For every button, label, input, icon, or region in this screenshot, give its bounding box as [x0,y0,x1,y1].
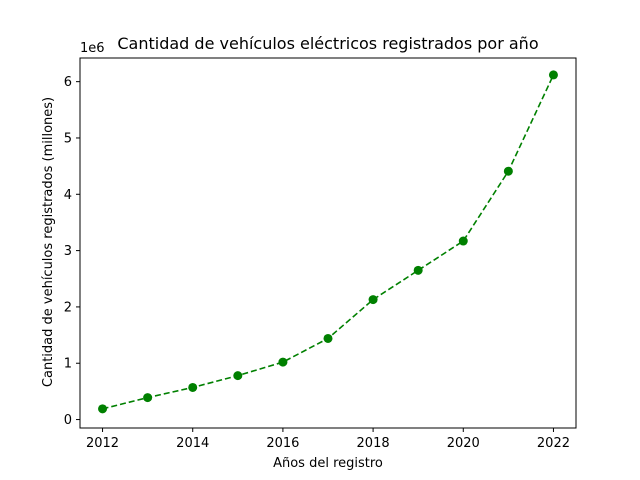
data-point [278,357,288,367]
data-point [98,404,108,414]
x-tick-label: 2016 [266,436,299,451]
y-tick-label: 4 [64,188,72,203]
y-tick-label: 5 [64,131,72,146]
data-point [188,382,198,392]
chart-title: Cantidad de vehículos eléctricos registr… [117,34,538,53]
data-point [143,393,153,403]
data-point [413,265,423,275]
y-tick-label: 1 [64,357,72,372]
x-tick-label: 2020 [447,436,480,451]
x-tick-label: 2012 [86,436,119,451]
data-point [548,70,558,80]
y-axis-label: Cantidad de vehículos registrados (millo… [41,97,56,387]
x-tick-label: 2022 [537,436,570,451]
x-axis-label: Años del registro [273,456,383,471]
plot-frame [79,57,577,429]
data-point [503,166,513,176]
data-point [233,371,243,381]
x-tick-label: 2018 [357,436,390,451]
plot-area: 2012 2014 2016 2018 2020 2022 0 1 2 3 4 5 6 [64,57,577,451]
y-offset-label: 1e6 [80,41,105,56]
data-point [323,333,333,343]
y-tick-label: 0 [64,413,72,428]
data-point [368,295,378,305]
data-point [458,236,468,246]
y-tick-label: 2 [64,300,72,315]
y-tick-label: 6 [64,75,72,90]
x-tick-label: 2014 [176,436,209,451]
y-tick-label: 3 [64,244,72,259]
